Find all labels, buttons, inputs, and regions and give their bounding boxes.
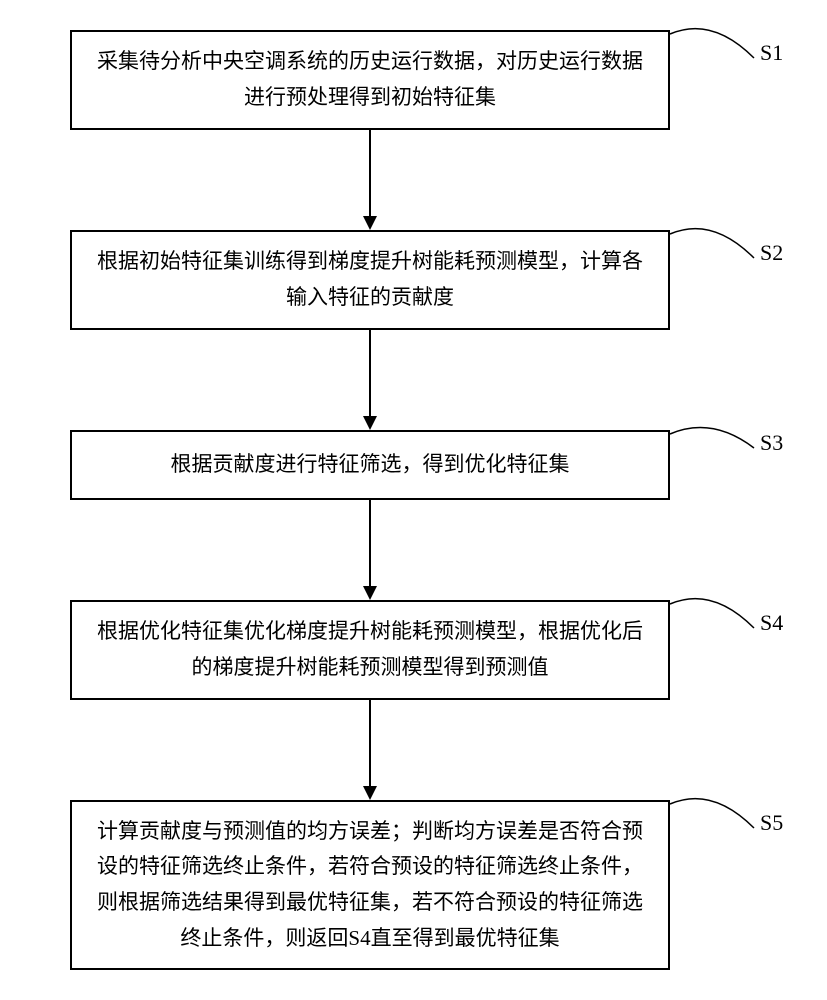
flow-node-n3: 根据贡献度进行特征筛选，得到优化特征集 — [70, 430, 670, 500]
flow-node-n4: 根据优化特征集优化梯度提升树能耗预测模型，根据优化后的梯度提升树能耗预测模型得到… — [70, 600, 670, 700]
flow-node-n1: 采集待分析中央空调系统的历史运行数据，对历史运行数据进行预处理得到初始特征集 — [70, 30, 670, 130]
step-label-s2: S2 — [760, 240, 783, 266]
step-label-s5: S5 — [760, 810, 783, 836]
step-connector-s2 — [666, 200, 762, 296]
arrow-n2-n3 — [356, 328, 384, 432]
step-label-s3: S3 — [760, 430, 783, 456]
step-connector-s3 — [666, 400, 762, 486]
step-connector-s1 — [666, 0, 762, 96]
step-connector-s5 — [666, 770, 762, 866]
flow-node-n5: 计算贡献度与预测值的均方误差；判断均方误差是否符合预设的特征筛选终止条件，若符合… — [70, 800, 670, 970]
flowchart-canvas: 采集待分析中央空调系统的历史运行数据，对历史运行数据进行预处理得到初始特征集根据… — [0, 0, 827, 1000]
flow-node-n2: 根据初始特征集训练得到梯度提升树能耗预测模型，计算各输入特征的贡献度 — [70, 230, 670, 330]
arrow-n4-n5 — [356, 698, 384, 802]
step-connector-s4 — [666, 570, 762, 666]
arrow-n1-n2 — [356, 128, 384, 232]
arrow-n3-n4 — [356, 498, 384, 602]
step-label-s1: S1 — [760, 40, 783, 66]
step-label-s4: S4 — [760, 610, 783, 636]
